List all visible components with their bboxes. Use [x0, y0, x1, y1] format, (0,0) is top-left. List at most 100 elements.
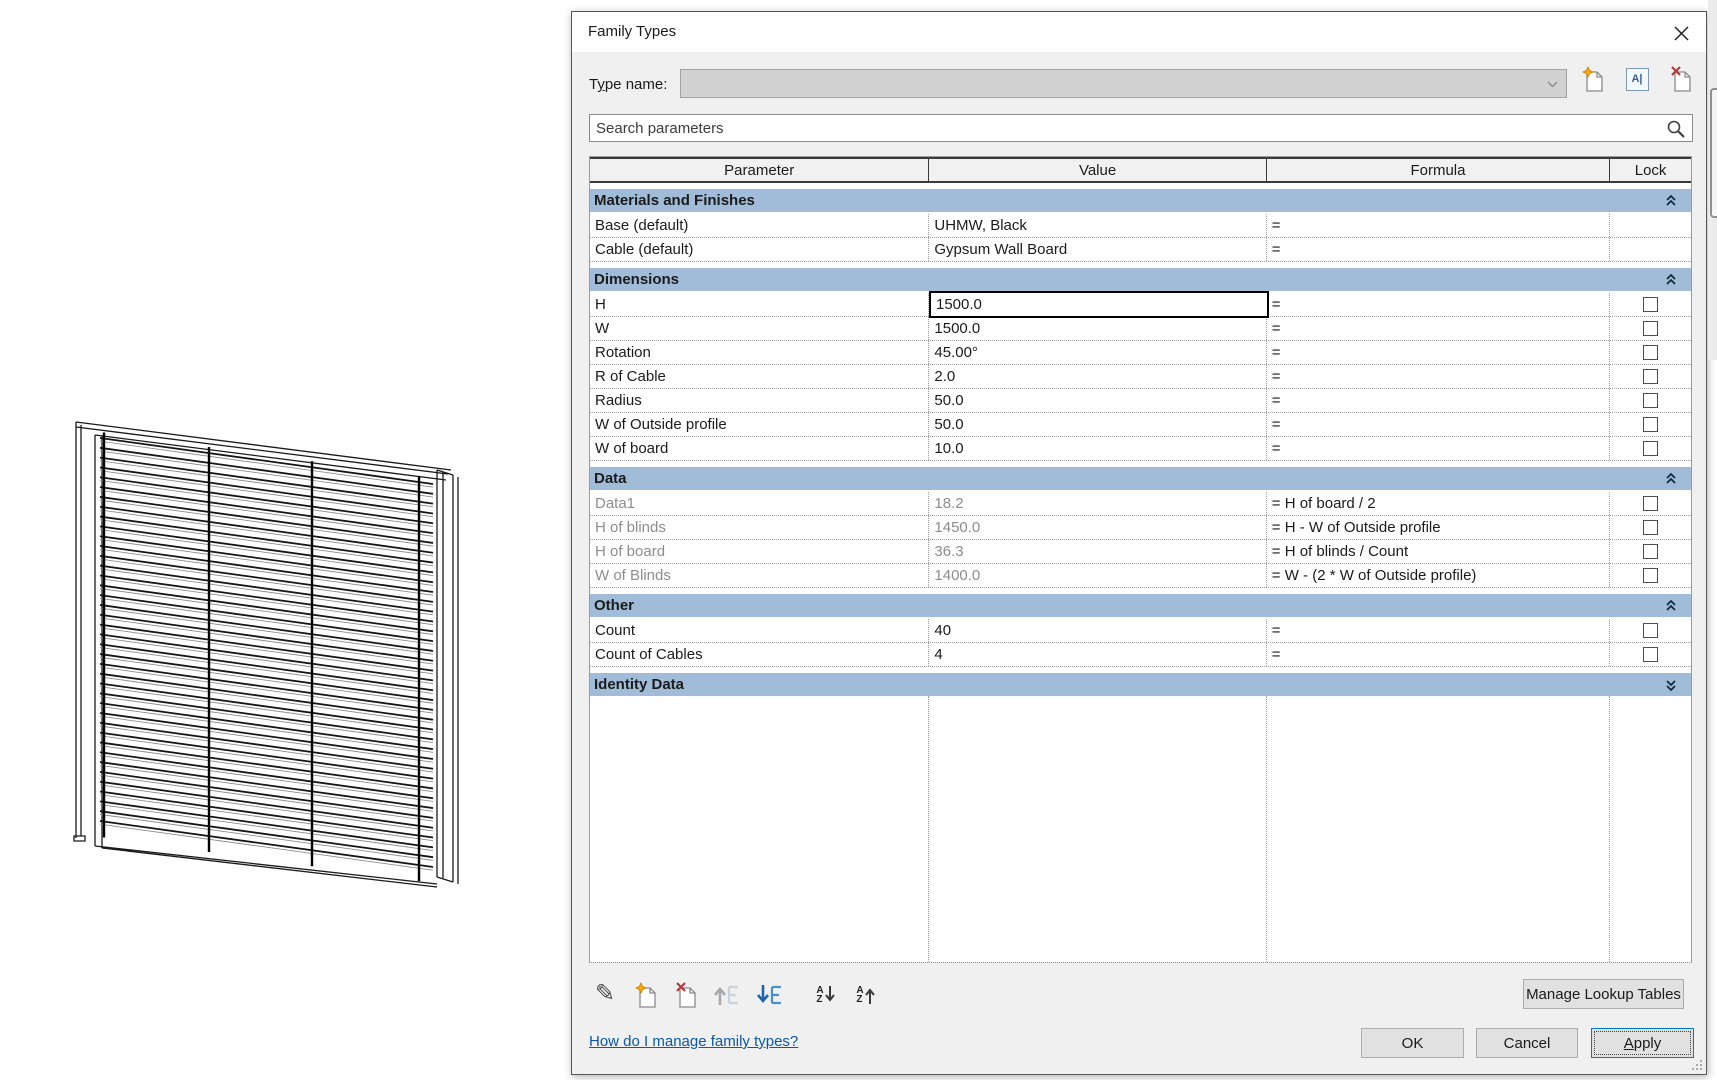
search-parameters-input[interactable]: Search parameters: [589, 114, 1693, 142]
value-cell[interactable]: 1400.0: [929, 564, 1267, 587]
lock-checkbox[interactable]: [1643, 647, 1659, 662]
table-row[interactable]: H of board 36.3 = H of blinds / Count: [590, 540, 1691, 564]
parameter-name-cell: W of board: [590, 437, 930, 460]
lock-checkbox[interactable]: [1643, 417, 1659, 432]
table-row[interactable]: R of Cable 2.0 =: [590, 365, 1691, 389]
move-parameter-down-button[interactable]: [754, 979, 784, 1011]
value-cell[interactable]: 18.2: [929, 492, 1267, 515]
table-row[interactable]: W 1500.0 =: [590, 317, 1691, 341]
new-type-icon: [1582, 66, 1603, 92]
value-cell[interactable]: 40: [929, 619, 1267, 642]
lock-cell: [1610, 389, 1691, 412]
formula-cell[interactable]: =: [1267, 437, 1611, 460]
value-cell[interactable]: 45.00°: [929, 341, 1267, 364]
table-row[interactable]: W of Outside profile 50.0 =: [590, 413, 1691, 437]
value-cell[interactable]: 10.0: [929, 437, 1267, 460]
parameter-name-cell: Count of Cables: [590, 643, 930, 666]
parameter-name-cell: H of board: [590, 540, 930, 563]
help-link[interactable]: How do I manage family types?: [589, 1033, 799, 1050]
lock-cell: [1610, 214, 1691, 237]
table-row[interactable]: Rotation 45.00° =: [590, 341, 1691, 365]
formula-cell[interactable]: = H of board / 2: [1267, 492, 1611, 515]
table-row[interactable]: Cable (default) Gypsum Wall Board =: [590, 238, 1691, 262]
ok-button[interactable]: OK: [1361, 1028, 1464, 1058]
blinds-frame: [73, 421, 459, 888]
formula-cell[interactable]: =: [1267, 365, 1611, 388]
lock-cell: [1610, 643, 1691, 666]
formula-cell[interactable]: = H - W of Outside profile: [1267, 516, 1611, 539]
value-edit-input[interactable]: 1500.0: [929, 291, 1269, 318]
value-cell[interactable]: 50.0: [929, 413, 1267, 436]
lock-checkbox[interactable]: [1643, 496, 1659, 511]
section-header-identity-data[interactable]: Identity Data: [590, 673, 1691, 696]
close-button[interactable]: [1668, 20, 1694, 46]
table-row[interactable]: Count of Cables 4 =: [590, 643, 1691, 667]
table-row[interactable]: H = 1500.0: [590, 291, 1691, 318]
section-header-data[interactable]: Data: [590, 467, 1691, 490]
cancel-button[interactable]: Cancel: [1476, 1028, 1578, 1058]
rename-type-button[interactable]: A|: [1623, 63, 1651, 95]
table-row[interactable]: W of Blinds 1400.0 = W - (2 * W of Outside…: [590, 564, 1691, 588]
value-cell[interactable]: 1450.0: [929, 516, 1267, 539]
lock-cell: [1610, 437, 1691, 460]
formula-cell[interactable]: =: [1267, 317, 1611, 340]
lock-checkbox[interactable]: [1643, 623, 1659, 638]
lock-checkbox[interactable]: [1643, 321, 1659, 336]
formula-cell[interactable]: =: [1267, 619, 1611, 642]
formula-cell[interactable]: =: [1267, 293, 1611, 316]
parameter-name-cell: H of blinds: [590, 516, 930, 539]
formula-cell[interactable]: =: [1267, 238, 1611, 261]
table-row[interactable]: Base (default) UHMW, Black =: [590, 214, 1691, 238]
formula-cell[interactable]: =: [1267, 413, 1611, 436]
lock-checkbox[interactable]: [1643, 568, 1659, 583]
formula-cell[interactable]: =: [1267, 643, 1611, 666]
collapse-expand-icon-up: [1666, 273, 1676, 285]
value-cell[interactable]: UHMW, Black: [929, 214, 1267, 237]
formula-cell[interactable]: =: [1267, 341, 1611, 364]
blinds-slats: [99, 432, 434, 882]
manage-lookup-tables-button[interactable]: Mana g e Lookup Tables: [1523, 979, 1684, 1009]
lock-checkbox[interactable]: [1643, 345, 1659, 360]
move-parameter-up-button[interactable]: [711, 979, 741, 1011]
lock-cell: [1610, 317, 1691, 340]
delete-parameter-icon: [676, 982, 696, 1008]
edit-parameter-button[interactable]: ✎: [590, 979, 620, 1011]
delete-type-icon: [1671, 66, 1691, 92]
table-row[interactable]: Count 40 =: [590, 619, 1691, 643]
table-row[interactable]: H of blinds 1450.0 = H - W of Outside prof…: [590, 516, 1691, 540]
table-row[interactable]: Radius 50.0 =: [590, 389, 1691, 413]
value-cell[interactable]: 2.0: [929, 365, 1267, 388]
resize-grip[interactable]: [1690, 1058, 1702, 1070]
delete-type-button[interactable]: [1667, 63, 1695, 95]
lock-checkbox[interactable]: [1643, 393, 1659, 408]
value-cell[interactable]: 1500.0: [929, 317, 1267, 340]
lock-checkbox[interactable]: [1643, 441, 1659, 456]
lock-cell: [1610, 413, 1691, 436]
value-cell[interactable]: Gypsum Wall Board: [929, 238, 1267, 261]
lock-checkbox[interactable]: [1643, 369, 1659, 384]
formula-cell[interactable]: =: [1267, 389, 1611, 412]
new-type-button[interactable]: [1579, 63, 1607, 95]
value-cell[interactable]: 50.0: [929, 389, 1267, 412]
value-cell[interactable]: 4: [929, 643, 1267, 666]
formula-cell[interactable]: = W - (2 * W of Outside profile): [1267, 564, 1611, 587]
section-header-dimensions[interactable]: Dimensions: [590, 268, 1691, 291]
formula-cell[interactable]: =: [1267, 214, 1611, 237]
new-parameter-icon: [635, 982, 656, 1008]
section-header-materials-and-finishes[interactable]: Materials and Finishes: [590, 189, 1691, 212]
table-row[interactable]: Data1 18.2 = H of board / 2: [590, 492, 1691, 516]
lock-checkbox[interactable]: [1643, 544, 1659, 559]
table-row[interactable]: W of board 10.0 =: [590, 437, 1691, 461]
lock-checkbox[interactable]: [1643, 297, 1659, 312]
type-name-select[interactable]: [680, 69, 1567, 98]
new-parameter-button[interactable]: [631, 979, 661, 1011]
lock-cell: [1610, 238, 1691, 261]
section-header-other[interactable]: Other: [590, 594, 1691, 617]
delete-parameter-button[interactable]: [671, 979, 701, 1011]
formula-cell[interactable]: = H of blinds / Count: [1267, 540, 1611, 563]
value-cell[interactable]: 36.3: [929, 540, 1267, 563]
lock-checkbox[interactable]: [1643, 520, 1659, 535]
